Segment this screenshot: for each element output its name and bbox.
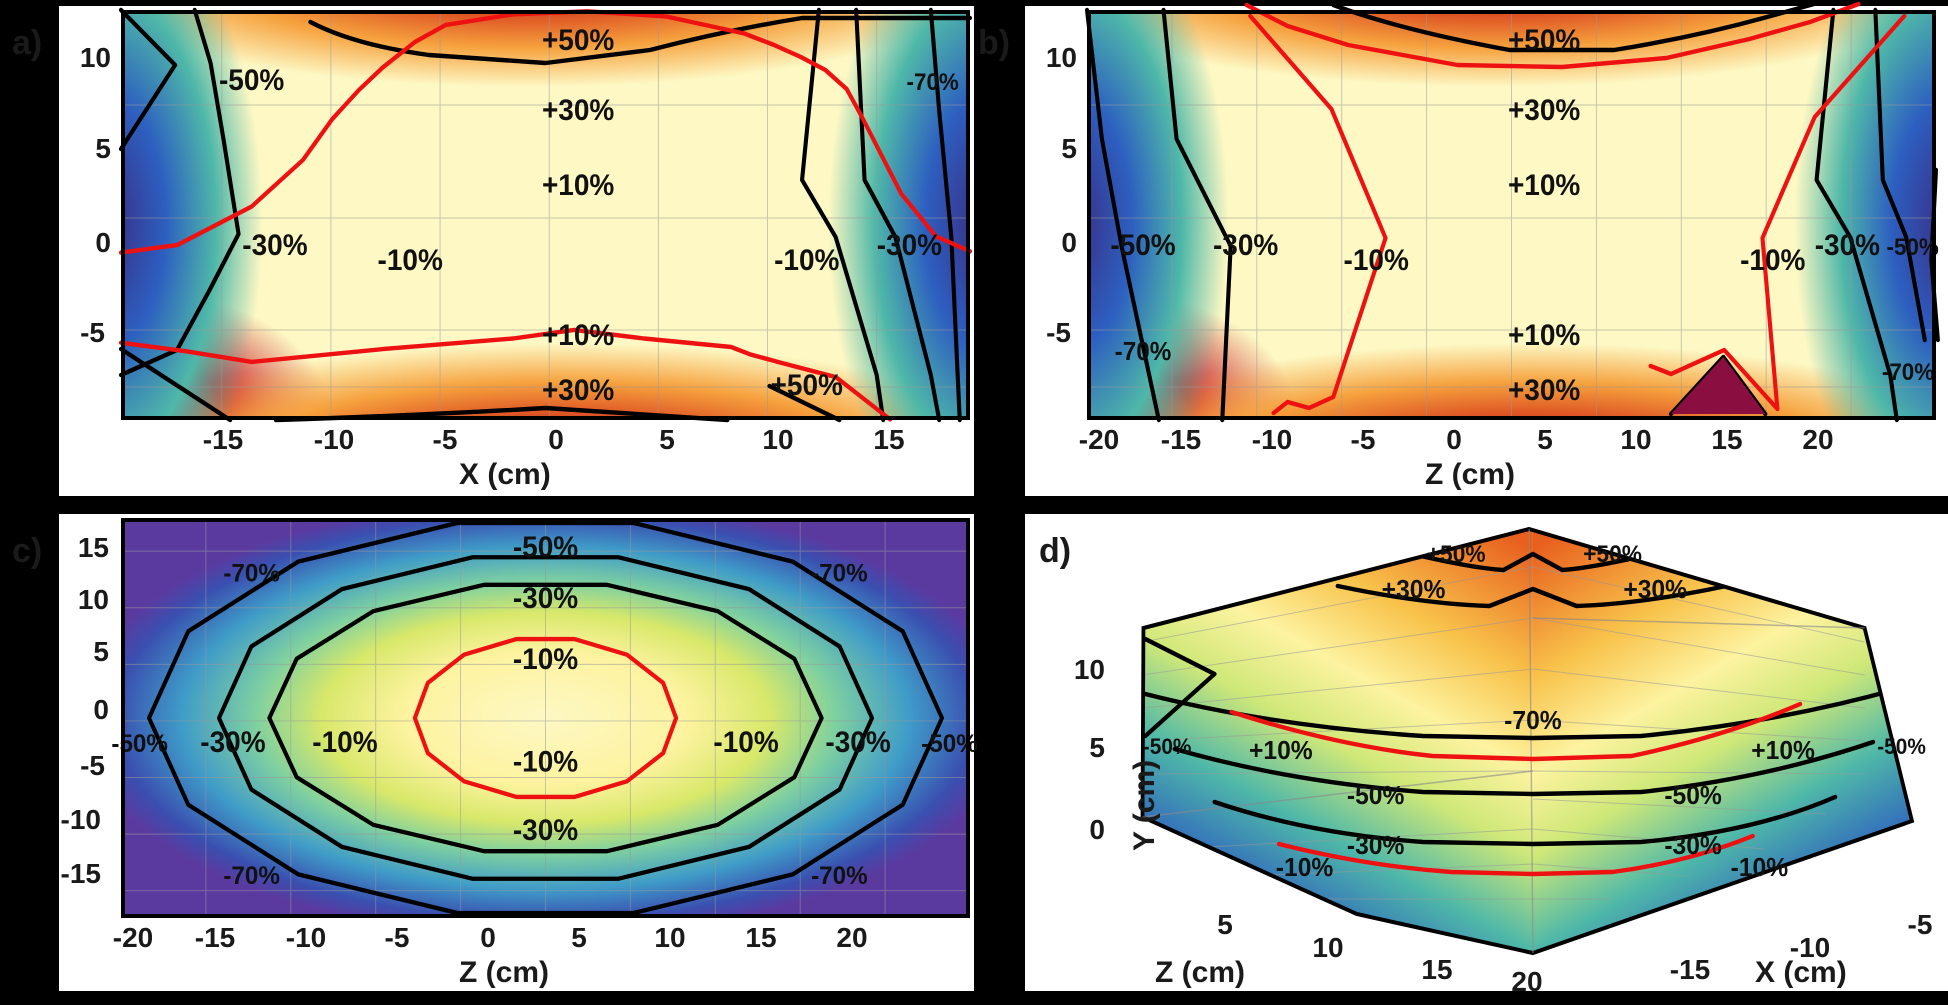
svg-text:+30%: +30% bbox=[1508, 94, 1581, 127]
svg-text:-30%: -30% bbox=[1347, 831, 1404, 860]
svg-text:-70%: -70% bbox=[811, 862, 868, 890]
svg-text:+50%: +50% bbox=[771, 369, 844, 402]
svg-text:-30%: -30% bbox=[513, 582, 578, 615]
svg-text:-30%: -30% bbox=[200, 727, 265, 760]
svg-text:-30%: -30% bbox=[825, 727, 890, 760]
svg-text:-10%: -10% bbox=[1276, 853, 1333, 882]
svg-text:-70%: -70% bbox=[1115, 337, 1172, 366]
svg-text:+30%: +30% bbox=[1382, 575, 1446, 604]
svg-text:-10%: -10% bbox=[513, 644, 578, 677]
svg-text:+10%: +10% bbox=[542, 319, 615, 352]
svg-text:-50%: -50% bbox=[1664, 781, 1721, 810]
svg-text:-50%: -50% bbox=[111, 731, 168, 759]
svg-text:-30%: -30% bbox=[1213, 229, 1279, 262]
svg-text:-70%: -70% bbox=[223, 560, 280, 588]
svg-text:-30%: -30% bbox=[242, 229, 308, 262]
svg-text:-50%: -50% bbox=[1877, 734, 1926, 759]
svg-text:-70%: -70% bbox=[811, 560, 868, 588]
svg-text:-50%: -50% bbox=[921, 731, 978, 759]
svg-text:-10%: -10% bbox=[1740, 244, 1806, 277]
svg-text:-30%: -30% bbox=[1664, 831, 1721, 860]
svg-text:-70%: -70% bbox=[1504, 706, 1561, 735]
svg-text:+10%: +10% bbox=[1508, 319, 1581, 352]
svg-text:-10%: -10% bbox=[1344, 244, 1410, 277]
svg-text:-70%: -70% bbox=[1882, 358, 1934, 385]
svg-text:-10%: -10% bbox=[713, 727, 778, 760]
svg-text:+10%: +10% bbox=[1508, 169, 1581, 202]
svg-text:+50%: +50% bbox=[542, 24, 615, 57]
svg-text:-50%: -50% bbox=[219, 64, 285, 97]
svg-text:-10%: -10% bbox=[1731, 853, 1788, 882]
svg-text:+50%: +50% bbox=[1583, 540, 1642, 567]
svg-text:+30%: +30% bbox=[542, 94, 615, 127]
svg-text:+30%: +30% bbox=[1508, 374, 1581, 407]
svg-text:-30%: -30% bbox=[1815, 229, 1881, 262]
svg-text:+50%: +50% bbox=[1427, 540, 1486, 567]
svg-text:+30%: +30% bbox=[542, 374, 615, 407]
svg-text:-30%: -30% bbox=[877, 229, 943, 262]
svg-text:-10%: -10% bbox=[774, 244, 840, 277]
svg-text:-30%: -30% bbox=[513, 814, 578, 847]
svg-text:-10%: -10% bbox=[513, 746, 578, 779]
svg-text:-10%: -10% bbox=[312, 727, 377, 760]
svg-text:+10%: +10% bbox=[542, 169, 615, 202]
svg-text:-50%: -50% bbox=[1347, 781, 1404, 810]
svg-text:-70%: -70% bbox=[907, 68, 959, 95]
svg-text:+10%: +10% bbox=[1249, 736, 1313, 765]
svg-text:-50%: -50% bbox=[1887, 233, 1939, 260]
svg-text:-50%: -50% bbox=[513, 531, 578, 564]
svg-text:-50%: -50% bbox=[1110, 229, 1176, 262]
svg-text:+30%: +30% bbox=[1623, 575, 1687, 604]
svg-text:+10%: +10% bbox=[1751, 736, 1815, 765]
svg-text:-10%: -10% bbox=[378, 244, 444, 277]
svg-text:-70%: -70% bbox=[223, 862, 280, 890]
svg-text:+50%: +50% bbox=[1508, 24, 1581, 57]
